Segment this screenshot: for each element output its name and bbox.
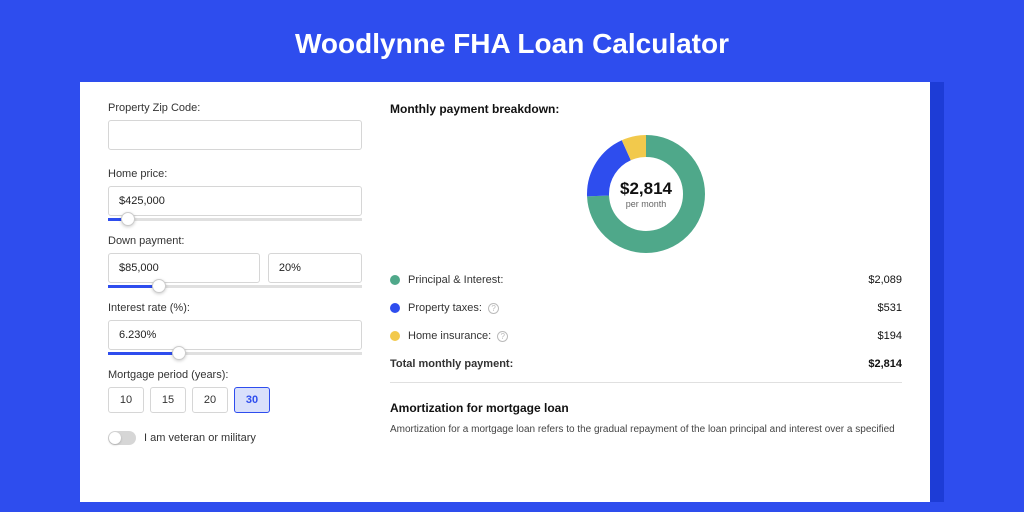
interest-rate-label: Interest rate (%):: [108, 302, 362, 314]
down-payment-amount-input[interactable]: [108, 253, 260, 283]
down-payment-percent-input[interactable]: [268, 253, 362, 283]
inputs-column: Property Zip Code: Home price: Down paym…: [80, 82, 390, 502]
legend-label: Home insurance: ?: [408, 330, 878, 342]
legend-dot: [390, 303, 400, 313]
mortgage-period-buttons: 10152030: [108, 387, 362, 413]
legend-label: Property taxes: ?: [408, 302, 878, 314]
legend-row: Principal & Interest:$2,089: [390, 266, 902, 294]
info-icon[interactable]: ?: [488, 303, 499, 314]
down-payment-label: Down payment:: [108, 235, 362, 247]
period-btn-15[interactable]: 15: [150, 387, 186, 413]
amortization-title: Amortization for mortgage loan: [390, 401, 902, 415]
period-btn-30[interactable]: 30: [234, 387, 270, 413]
home-price-group: Home price:: [108, 168, 362, 221]
legend-row: Home insurance: ?$194: [390, 322, 902, 350]
legend-total-row: Total monthly payment:$2,814: [390, 350, 902, 378]
home-price-label: Home price:: [108, 168, 362, 180]
veteran-label: I am veteran or military: [144, 432, 256, 444]
mortgage-period-label: Mortgage period (years):: [108, 369, 362, 381]
info-icon[interactable]: ?: [497, 331, 508, 342]
donut-sublabel: per month: [626, 199, 667, 209]
legend-value: $2,089: [868, 274, 902, 286]
amortization-text: Amortization for a mortgage loan refers …: [390, 423, 902, 437]
legend-dot: [390, 275, 400, 285]
legend-value: $194: [878, 330, 902, 342]
divider: [390, 382, 902, 383]
legend-row: Property taxes: ?$531: [390, 294, 902, 322]
donut-chart: $2,814 per month: [584, 132, 708, 256]
legend-dot: [390, 331, 400, 341]
mortgage-period-group: Mortgage period (years): 10152030: [108, 369, 362, 413]
period-btn-10[interactable]: 10: [108, 387, 144, 413]
interest-rate-slider[interactable]: [108, 352, 362, 355]
legend: Principal & Interest:$2,089Property taxe…: [390, 266, 902, 378]
breakdown-title: Monthly payment breakdown:: [390, 102, 902, 116]
legend-label: Principal & Interest:: [408, 274, 868, 286]
total-value: $2,814: [868, 358, 902, 370]
zip-field-group: Property Zip Code:: [108, 102, 362, 158]
period-btn-20[interactable]: 20: [192, 387, 228, 413]
page-title: Woodlynne FHA Loan Calculator: [0, 0, 1024, 82]
veteran-toggle[interactable]: [108, 431, 136, 445]
donut-chart-wrap: $2,814 per month: [390, 126, 902, 266]
zip-label: Property Zip Code:: [108, 102, 362, 114]
home-price-input[interactable]: [108, 186, 362, 216]
zip-input[interactable]: [108, 120, 362, 150]
breakdown-column: Monthly payment breakdown: $2,814 per mo…: [390, 82, 930, 502]
calculator-panel: Property Zip Code: Home price: Down paym…: [80, 82, 930, 502]
down-payment-slider[interactable]: [108, 285, 362, 288]
down-payment-group: Down payment:: [108, 235, 362, 288]
interest-rate-input[interactable]: [108, 320, 362, 350]
veteran-row: I am veteran or military: [108, 431, 362, 445]
home-price-slider[interactable]: [108, 218, 362, 221]
total-label: Total monthly payment:: [390, 358, 868, 370]
interest-rate-group: Interest rate (%):: [108, 302, 362, 355]
legend-value: $531: [878, 302, 902, 314]
panel-shadow: Property Zip Code: Home price: Down paym…: [80, 82, 944, 502]
donut-amount: $2,814: [620, 179, 672, 199]
